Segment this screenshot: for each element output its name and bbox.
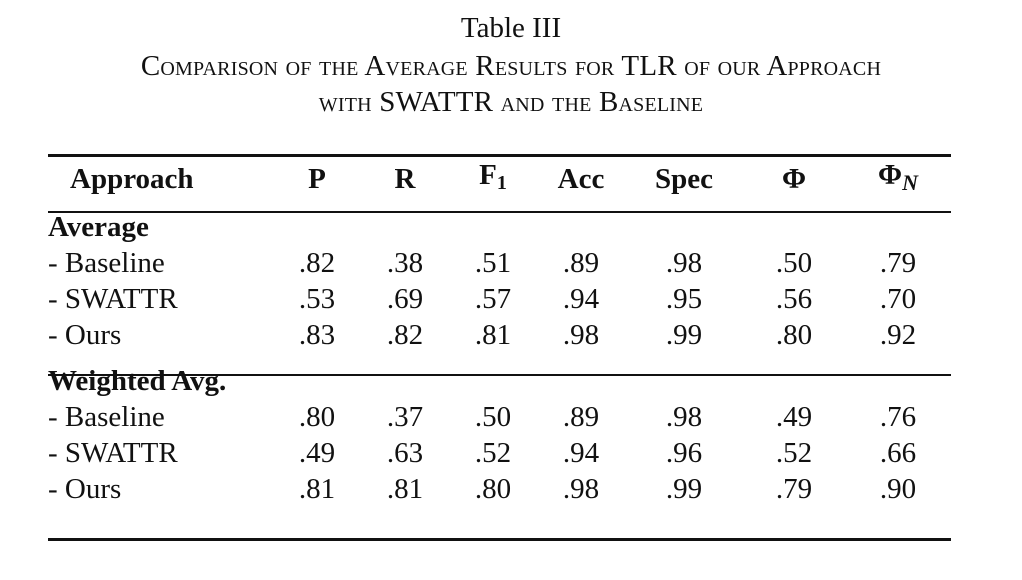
row-value: .51: [474, 247, 512, 279]
header-r: R: [394, 163, 416, 195]
row-value: .66: [879, 437, 917, 469]
row-value: .82: [298, 247, 336, 279]
header-phi: Φ: [781, 163, 807, 195]
row-value: .98: [562, 319, 600, 351]
header-phi-n-sub: N: [902, 170, 918, 195]
table-row: - Ours .81 .81 .80 .98 .99 .79 .90: [48, 471, 951, 507]
table-row: - SWATTR .49 .63 .52 .94 .96 .52 .66: [48, 435, 951, 471]
row-value: .57: [474, 283, 512, 315]
row-value: .52: [474, 437, 512, 469]
table-top-rule: [48, 154, 951, 157]
row-value: .83: [298, 319, 336, 351]
table-body: Average - Baseline .82.38.51.89.98.50.79- …: [48, 201, 951, 507]
row-value: .70: [879, 283, 917, 315]
table-label: Table III: [460, 12, 562, 44]
row-value: .92: [879, 319, 917, 351]
row-label: - Baseline: [48, 401, 165, 433]
row-value: .81: [298, 473, 336, 505]
table-bottom-rule: [48, 538, 951, 541]
row-value: .95: [665, 283, 703, 315]
row-value: .69: [386, 283, 424, 315]
row-value: .81: [474, 319, 512, 351]
row-label: - SWATTR: [48, 437, 178, 469]
row-label: - Baseline: [48, 247, 165, 279]
row-value: .56: [775, 283, 813, 315]
group-title: Average: [48, 211, 149, 243]
row-value: .79: [879, 247, 917, 279]
row-value: .52: [775, 437, 813, 469]
table-caption-line-1: Comparison of the Average Results for TL…: [140, 50, 882, 82]
row-value: .53: [298, 283, 336, 315]
table-caption-line-2: with SWATTR and the Baseline: [318, 86, 704, 118]
row-value: .80: [474, 473, 512, 505]
row-value: .38: [386, 247, 424, 279]
group-title-row: Average: [48, 209, 951, 245]
group-title: Weighted Avg.: [48, 365, 227, 397]
row-value: .50: [474, 401, 512, 433]
table-header-rule: [48, 211, 951, 213]
header-f1-sub: 1: [496, 172, 507, 194]
table-row: - Baseline .82 .38 .51 .89 .98 .50 .79: [48, 245, 951, 281]
row-value: .79: [775, 473, 813, 505]
row-value: .37: [386, 401, 424, 433]
row-label: - Ours: [48, 473, 122, 505]
row-value: .76: [879, 401, 917, 433]
row-label: - Ours: [48, 319, 122, 351]
row-value: .50: [775, 247, 813, 279]
results-table: Approach P R F1 Acc Spec Φ ΦN Average - B…: [48, 157, 951, 507]
header-phi-n: ΦN: [845, 157, 951, 201]
row-value: .99: [665, 319, 703, 351]
header-f1-main: F: [479, 159, 497, 191]
table-row: - Ours .83 .82 .81 .98 .99 .80 .92: [48, 317, 951, 353]
header-spacer: [48, 201, 951, 209]
row-value: .94: [562, 437, 600, 469]
row-value: .98: [562, 473, 600, 505]
row-value: .89: [562, 401, 600, 433]
row-value: .80: [775, 319, 813, 351]
header-spacer-cell: [48, 201, 951, 209]
table-group-rule: [48, 374, 951, 376]
row-value: .89: [562, 247, 600, 279]
table-row: - Baseline .80 .37 .50 .89 .98 .49 .76: [48, 399, 951, 435]
row-value: .98: [665, 247, 703, 279]
header-p: P: [308, 163, 326, 195]
table-row: - SWATTR .53 .69 .57 .94 .95 .56 .70: [48, 281, 951, 317]
row-value: .80: [298, 401, 336, 433]
row-value: .99: [665, 473, 703, 505]
row-value: .63: [386, 437, 424, 469]
header-phi-n-main: Φ: [878, 159, 903, 191]
row-value: .94: [562, 283, 600, 315]
row-value: .49: [298, 437, 336, 469]
row-value: .90: [879, 473, 917, 505]
header-f1: F1: [449, 157, 537, 201]
header-approach: Approach: [70, 163, 194, 195]
row-value: .49: [775, 401, 813, 433]
row-value: .82: [386, 319, 424, 351]
header-row: Approach P R F1 Acc Spec Φ ΦN: [48, 157, 951, 201]
row-value: .81: [386, 473, 424, 505]
row-value: .96: [665, 437, 703, 469]
header-spec: Spec: [655, 163, 713, 195]
group-title-row: Weighted Avg.: [48, 363, 951, 399]
row-label: - SWATTR: [48, 283, 178, 315]
group-gap: [48, 353, 951, 363]
row-value: .98: [665, 401, 703, 433]
group-gap-cell: [48, 353, 951, 363]
header-acc: Acc: [557, 163, 605, 195]
